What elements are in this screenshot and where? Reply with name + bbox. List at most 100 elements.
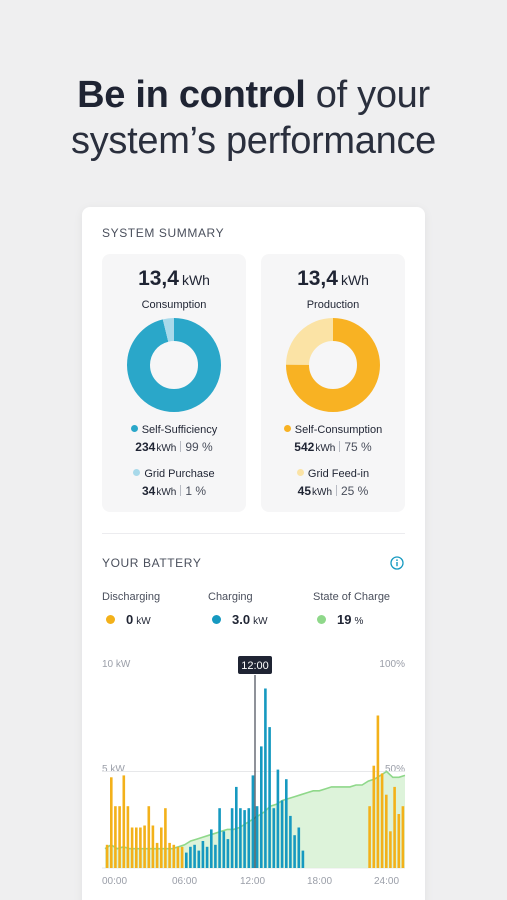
self-sufficiency-legend: Self-Sufficiency bbox=[102, 424, 246, 436]
discharging-bar bbox=[397, 814, 401, 868]
discharging-bar bbox=[139, 827, 142, 868]
info-icon[interactable] bbox=[390, 556, 404, 570]
donut-slice bbox=[127, 318, 221, 412]
discharging-bar bbox=[143, 825, 146, 868]
headline-line-1: Be in control of your bbox=[0, 72, 507, 118]
production-tile[interactable]: 13,4 kWh Production Self-Consumption 542k… bbox=[261, 254, 405, 512]
value-separator bbox=[339, 441, 341, 452]
value-separator bbox=[336, 485, 337, 496]
status-dot bbox=[106, 615, 115, 624]
donut-slice bbox=[286, 318, 380, 412]
headline-bold: Be in control bbox=[77, 74, 306, 116]
discharging-bar bbox=[368, 806, 371, 868]
consumption-number: 13,4 bbox=[138, 267, 179, 290]
discharging-bar bbox=[126, 806, 130, 868]
legend-dot bbox=[130, 425, 138, 432]
stat-unit: kW bbox=[253, 616, 268, 627]
discharging-bar bbox=[118, 806, 121, 868]
charging-bar bbox=[251, 775, 255, 868]
value-unit: kWh bbox=[156, 443, 177, 454]
discharging-bar bbox=[164, 808, 167, 868]
discharging-bar bbox=[176, 846, 180, 868]
discharging-bar bbox=[114, 806, 117, 868]
stat-number: 19 bbox=[337, 612, 352, 627]
discharging-bar bbox=[130, 827, 134, 868]
charging-bar bbox=[297, 827, 301, 868]
charging-bar bbox=[247, 808, 251, 868]
legend-label: Grid Feed-in bbox=[307, 468, 370, 480]
charging-bar bbox=[268, 727, 271, 868]
marketing-headline: Be in control of your system’s performan… bbox=[0, 72, 507, 164]
charging-bar bbox=[280, 800, 284, 868]
headline-light-1: of your bbox=[315, 74, 430, 116]
charging-bar bbox=[197, 850, 201, 868]
charging-bar bbox=[226, 839, 230, 868]
charging-label: Charging bbox=[208, 591, 253, 603]
discharging-bar bbox=[180, 846, 184, 868]
discharging-bar bbox=[389, 831, 392, 868]
x-tick-label: 18:00 bbox=[307, 876, 333, 887]
discharging-bar bbox=[168, 842, 171, 868]
headline-line-2: system’s performance bbox=[71, 120, 436, 162]
charging-bar bbox=[193, 844, 196, 868]
legend-label: Self-Consumption bbox=[294, 424, 383, 436]
charging-bar bbox=[189, 846, 192, 868]
x-tick-label: 00:00 bbox=[102, 876, 128, 887]
value-number: 234 bbox=[135, 440, 156, 454]
stat-number: 3.0 bbox=[232, 612, 251, 627]
value-unit: kWh bbox=[315, 443, 336, 454]
left-axis-max-label: 10 kW bbox=[102, 659, 131, 670]
value-separator bbox=[180, 485, 182, 496]
time-cursor-label: 12:00 bbox=[241, 660, 269, 672]
your-battery-title: YOUR BATTERY bbox=[102, 556, 202, 570]
consumption-donut-chart bbox=[127, 318, 221, 412]
time-cursor-badge[interactable] bbox=[238, 656, 272, 674]
stat-number: 0 bbox=[126, 612, 134, 627]
state-of-charge-label: State of Charge bbox=[313, 591, 391, 603]
production-value: 13,4 kWh bbox=[261, 267, 405, 291]
self-sufficiency-value: 234kWh 99 % bbox=[102, 440, 246, 454]
right-axis-max-label: 100% bbox=[379, 659, 405, 670]
charging-value: 3.0 kW bbox=[212, 612, 268, 627]
stat-unit: kW bbox=[136, 616, 151, 627]
legend-dot bbox=[283, 425, 291, 432]
x-tick-label: 24:00 bbox=[374, 876, 400, 887]
stat-unit: % bbox=[354, 616, 364, 627]
x-tick-label: 06:00 bbox=[172, 876, 198, 887]
value-number: 542 bbox=[294, 440, 315, 454]
charging-bar bbox=[285, 779, 288, 868]
discharging-bar bbox=[155, 842, 159, 868]
charging-bar bbox=[205, 846, 209, 868]
battery-chart[interactable]: 10 kW 100% 5 kW 50% 12:00 00:00 06:00 12… bbox=[82, 647, 425, 900]
discharging-bar bbox=[372, 765, 376, 868]
production-label: Production bbox=[306, 299, 360, 311]
charging-bar bbox=[243, 810, 246, 868]
charging-bar bbox=[201, 841, 205, 868]
status-dot bbox=[212, 615, 221, 624]
production-donut-chart bbox=[286, 318, 380, 412]
discharging-bar bbox=[172, 844, 176, 868]
self-consumption-legend: Self-Consumption bbox=[261, 424, 405, 436]
grid-purchase-value: 34kWh 1 % bbox=[102, 484, 246, 498]
charging-bar bbox=[260, 746, 263, 868]
value-percent: 25 % bbox=[341, 484, 369, 498]
production-unit: kWh bbox=[340, 272, 369, 288]
discharging-bar bbox=[380, 773, 384, 868]
legend-label: Self-Sufficiency bbox=[141, 424, 218, 436]
self-consumption-value: 542kWh 75 % bbox=[261, 440, 405, 454]
battery-bar-chart: 12:00 bbox=[102, 656, 406, 869]
charging-bar bbox=[218, 808, 221, 868]
consumption-unit: kWh bbox=[181, 272, 210, 288]
charging-bar bbox=[293, 835, 296, 868]
value-percent: 1 % bbox=[185, 484, 207, 498]
production-number: 13,4 bbox=[297, 267, 338, 290]
charging-bar bbox=[222, 831, 226, 868]
charging-bar bbox=[210, 829, 213, 868]
right-axis-mid-label: 50% bbox=[384, 764, 405, 775]
discharging-bar bbox=[105, 844, 109, 868]
state-of-charge-value: 19% bbox=[317, 612, 363, 627]
value-unit: kWh bbox=[156, 487, 177, 498]
consumption-tile[interactable]: 13,4 kWh Consumption Self-Sufficiency 234… bbox=[102, 254, 246, 512]
charging-bar bbox=[272, 808, 276, 868]
system-summary-title: SYSTEM SUMMARY bbox=[102, 226, 225, 240]
